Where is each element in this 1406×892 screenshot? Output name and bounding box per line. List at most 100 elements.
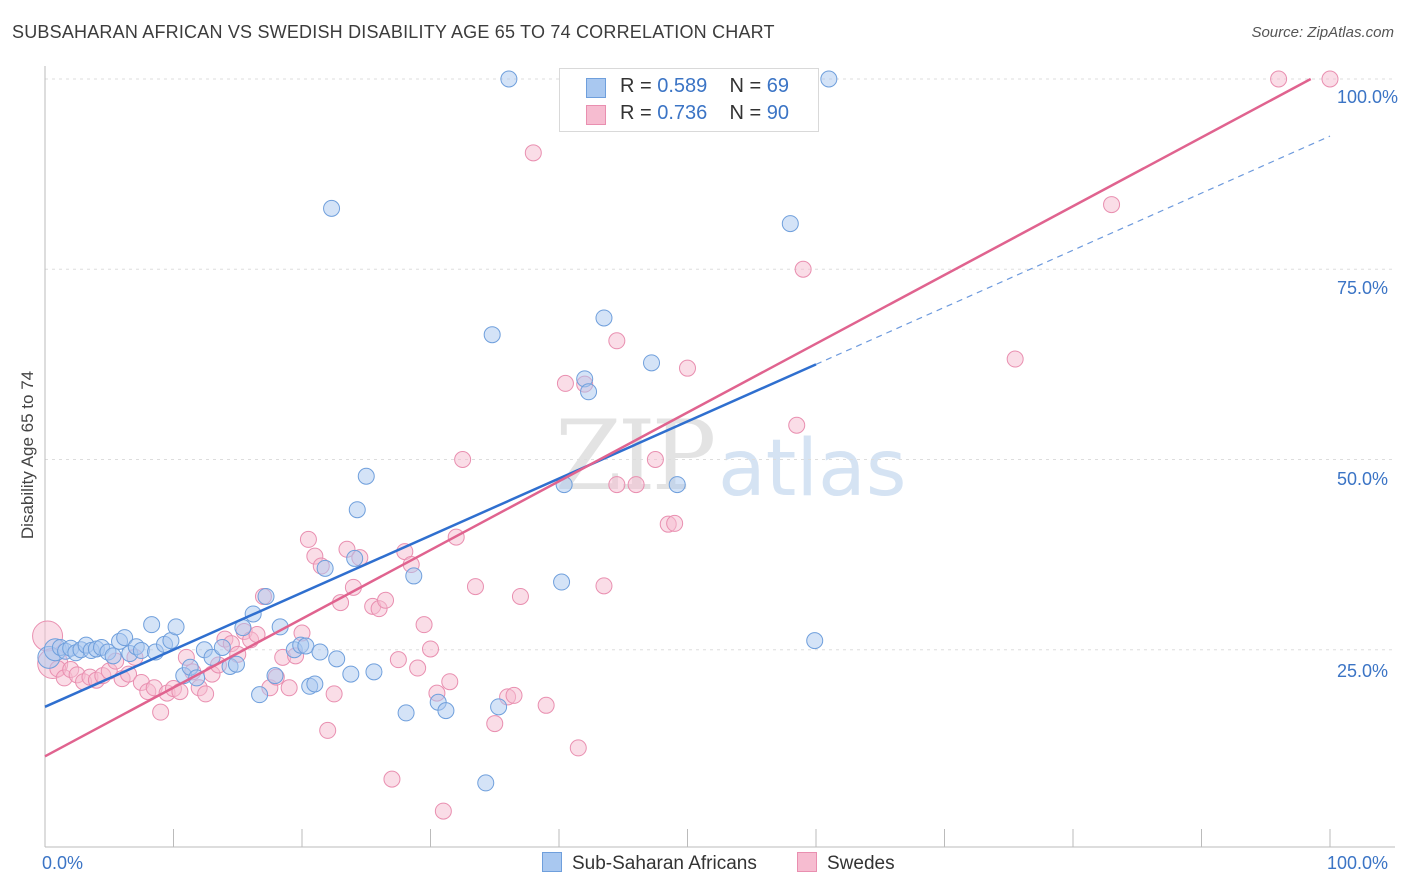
trendline-pink [44, 77, 1312, 758]
y-tick-25: 25.0% [1337, 661, 1389, 681]
point-pink-52 [377, 591, 395, 609]
point-blue-39 [297, 637, 315, 655]
watermark-zip: ZIP [555, 400, 716, 512]
y-tick-50: 50.0% [1337, 469, 1389, 489]
point-blue-47 [346, 549, 364, 567]
point-blue-35 [266, 667, 284, 685]
point-pink-79 [679, 359, 696, 377]
point-pink-18 [152, 703, 170, 721]
point-pink-83 [1006, 350, 1024, 368]
point-blue-50 [348, 501, 366, 519]
point-pink-61 [434, 802, 452, 820]
bottom-legend-label-pink: Swedes [827, 853, 895, 874]
x-tick-100: 100.0% [1327, 853, 1389, 873]
legend-n-label-pink: N = [729, 102, 762, 124]
point-pink-58 [415, 616, 433, 634]
legend-n-value-blue: 69 [766, 75, 790, 97]
point-pink-89 [666, 514, 684, 532]
point-pink-88 [608, 476, 626, 494]
point-blue-22 [167, 618, 185, 636]
point-pink-25 [197, 685, 215, 703]
point-blue-18 [143, 616, 161, 634]
bottom-legend-swatch-blue [542, 852, 562, 872]
point-pink-45 [325, 685, 343, 703]
point-blue-17 [132, 642, 150, 660]
point-pink-69 [511, 587, 529, 605]
bottom-legend-blue: Sub-Saharan Africans [542, 852, 757, 875]
point-pink-77 [646, 451, 664, 468]
point-pink-44 [319, 721, 337, 739]
point-blue-54 [437, 702, 455, 720]
x-tick-0: 0.0% [42, 853, 84, 873]
point-blue-43 [316, 559, 334, 577]
point-pink-54 [389, 651, 407, 669]
point-pink-81 [788, 416, 806, 434]
legend-n-label-blue: N = [729, 75, 762, 97]
point-blue-48 [357, 467, 375, 485]
watermark-atlas: atlas [718, 424, 907, 514]
point-pink-59 [422, 640, 439, 658]
bottom-legend-pink: Swedes [797, 852, 895, 875]
legend-swatch-blue [586, 78, 606, 98]
y-tick-75: 75.0% [1337, 278, 1389, 298]
point-blue-33 [251, 686, 269, 704]
point-pink-38 [280, 679, 298, 697]
point-blue-58 [500, 70, 518, 88]
point-pink-86 [1321, 70, 1339, 88]
point-blue-57 [490, 698, 508, 716]
point-blue-34 [257, 587, 275, 605]
legend-swatch-pink [586, 105, 606, 125]
point-pink-74 [595, 577, 613, 595]
chart-title: SUBSAHARAN AFRICAN VS SWEDISH DISABILITY… [12, 22, 775, 42]
point-blue-56 [483, 326, 501, 344]
point-pink-57 [409, 659, 427, 677]
point-blue-64 [643, 354, 661, 372]
point-pink-75 [608, 332, 626, 350]
point-blue-44 [323, 199, 341, 217]
point-blue-67 [806, 632, 824, 650]
point-blue-62 [580, 383, 598, 401]
point-blue-55 [477, 774, 495, 792]
point-blue-42 [311, 643, 329, 661]
point-pink-62 [441, 673, 459, 691]
legend-n-value-pink: 90 [766, 102, 790, 124]
trendline-blue-extension [815, 135, 1331, 365]
point-pink-85 [1270, 70, 1288, 88]
point-blue-68 [820, 70, 838, 88]
point-blue-59 [553, 573, 571, 591]
point-blue-46 [342, 665, 360, 683]
source-label: Source: ZipAtlas.com [1251, 24, 1394, 41]
point-blue-65 [668, 476, 686, 494]
point-blue-45 [328, 650, 346, 668]
point-blue-12 [104, 647, 122, 665]
point-blue-27 [203, 648, 221, 666]
point-pink-84 [1103, 196, 1121, 214]
point-blue-51 [397, 704, 415, 722]
point-pink-68 [505, 686, 523, 704]
point-pink-70 [524, 144, 542, 162]
point-pink-71 [537, 696, 555, 714]
point-blue-14 [116, 629, 134, 647]
point-pink-76 [627, 476, 645, 494]
y-tick-100: 100.0% [1337, 87, 1399, 107]
correlation-legend: R = 0.589 N = 69 R = 0.736 N = 90 [559, 68, 819, 132]
point-pink-41 [299, 530, 317, 548]
trendline-blue [44, 363, 817, 708]
legend-r-value-pink: 0.736 [657, 102, 708, 124]
point-blue-28 [213, 638, 231, 656]
point-blue-41 [306, 675, 324, 693]
legend-r-label-pink: R = [620, 102, 652, 124]
point-blue-63 [595, 309, 613, 327]
legend-r-value-blue: 0.589 [657, 75, 708, 97]
point-pink-64 [454, 451, 472, 468]
point-pink-72 [556, 374, 574, 392]
point-pink-66 [486, 715, 504, 733]
bottom-legend-label-blue: Sub-Saharan Africans [572, 853, 757, 874]
legend-r-label-blue: R = [620, 75, 652, 97]
point-blue-49 [365, 663, 383, 681]
point-blue-52 [405, 567, 423, 585]
bottom-legend-swatch-pink [797, 852, 817, 872]
point-blue-66 [781, 215, 799, 233]
point-pink-53 [383, 770, 401, 788]
